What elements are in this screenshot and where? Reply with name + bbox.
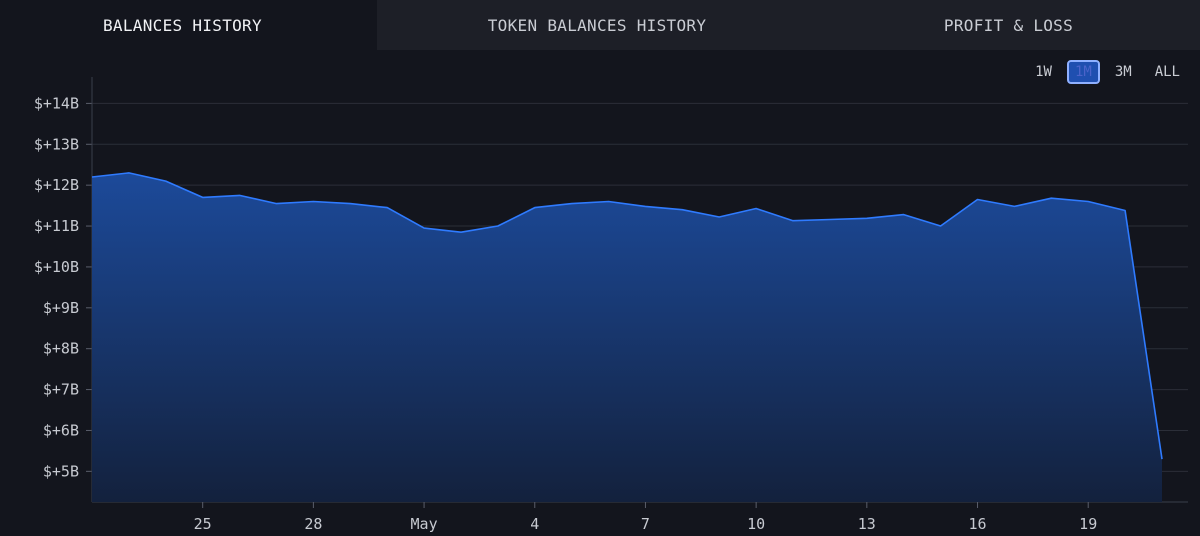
tab-token-balances-history[interactable]: TOKEN BALANCES HISTORY: [377, 0, 817, 50]
y-tick-label: $+8B: [43, 340, 79, 358]
y-tick-label: $+11B: [34, 217, 79, 235]
x-tick-label: 13: [858, 515, 876, 533]
tab-bar: BALANCES HISTORY TOKEN BALANCES HISTORY …: [0, 0, 1200, 50]
range-selector: 1W 1M 3M ALL: [1020, 60, 1188, 84]
x-tick-label: 28: [304, 515, 322, 533]
x-tick-label: 4: [530, 515, 539, 533]
range-1w-button[interactable]: 1W: [1035, 64, 1052, 80]
y-tick-label: $+9B: [43, 299, 79, 317]
range-3m-button[interactable]: 3M: [1114, 64, 1132, 80]
x-tick-label: 19: [1079, 515, 1097, 533]
x-axis: 25 28 May 4 7 10 13 16 19: [194, 502, 1097, 533]
x-tick-label: 10: [747, 515, 765, 533]
x-tick-label: 25: [194, 515, 212, 533]
y-tick-label: $+6B: [43, 421, 79, 439]
x-tick-label: 16: [968, 515, 986, 533]
x-tick-label: 7: [641, 515, 650, 533]
y-tick-label: $+13B: [34, 135, 79, 153]
range-all-button[interactable]: ALL: [1154, 64, 1180, 80]
range-1m-button[interactable]: 1M: [1066, 60, 1100, 84]
y-tick-label: $+14B: [34, 94, 79, 112]
y-axis: $+5B $+6B $+7B $+8B $+9B $+10B $+11B $+12B $+13B…: [34, 94, 79, 480]
y-tick-label: $+5B: [43, 462, 79, 480]
area-series: [91, 172, 1163, 502]
y-tick-label: $+10B: [34, 258, 79, 276]
series-line: [91, 172, 1163, 460]
x-tick-label: May: [411, 515, 438, 533]
area-fill: [92, 172, 1162, 502]
tab-balances-history[interactable]: BALANCES HISTORY: [0, 0, 377, 50]
tab-profit-loss[interactable]: PROFIT & LOSS: [817, 0, 1200, 50]
y-tick-label: $+7B: [43, 381, 79, 399]
y-tick-label: $+12B: [34, 176, 79, 194]
